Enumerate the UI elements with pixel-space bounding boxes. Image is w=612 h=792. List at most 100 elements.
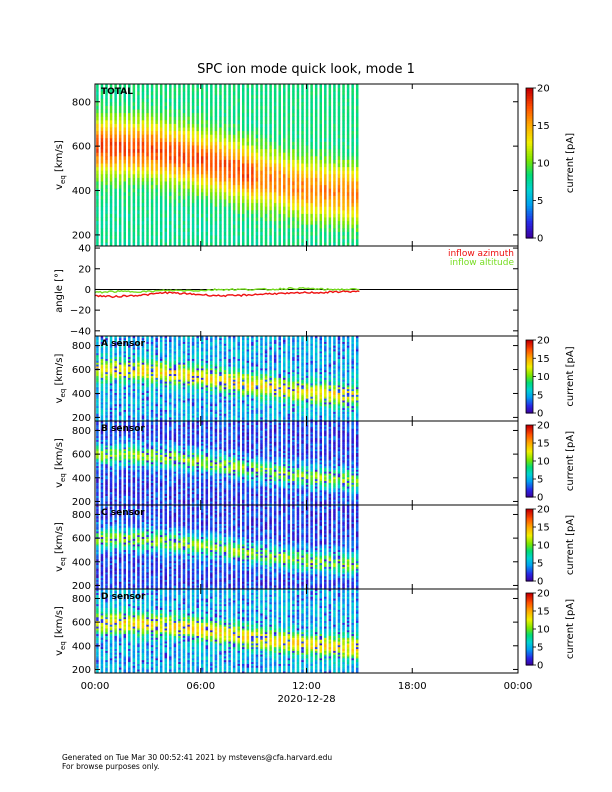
heatmap-cell [273,159,277,164]
heatmap-cell [301,188,304,193]
heatmap-cell [137,404,140,407]
heatmap-cell [118,345,122,348]
heatmap-cell [141,181,145,186]
heatmap-cell [223,373,227,376]
heatmap-cell [214,373,218,376]
heatmap-cell [150,148,154,153]
heatmap-cell [118,383,122,386]
heatmap-cell [109,358,113,361]
heatmap-cell [242,145,245,150]
heatmap-cell [169,347,172,350]
heatmap-cell [223,130,227,135]
heatmap-cell [100,202,104,207]
heatmap-cell [292,210,295,214]
heatmap-cell [319,156,322,160]
heatmap-cell [128,184,131,189]
heatmap-cell [150,217,154,222]
heatmap-cell [100,409,104,412]
heatmap-cell [96,364,99,367]
heatmap-cell [155,192,158,196]
heatmap-cell [105,170,108,175]
heatmap-cell [155,388,158,392]
heatmap-cell [123,184,126,189]
heatmap-cell [105,130,108,135]
heatmap-cell [255,202,259,207]
heatmap-cell [100,235,104,240]
heatmap-cell [351,127,354,132]
heatmap-cell [232,370,236,373]
heatmap-cell [251,370,254,373]
heatmap-cell [118,377,122,380]
heatmap-cell [273,409,277,412]
heatmap-cell [278,148,281,153]
heatmap-cell [137,370,140,373]
heatmap-cell [287,159,291,164]
heatmap-cell [128,84,131,88]
heatmap-cell [96,224,99,229]
heatmap-cell [109,366,113,369]
heatmap-cell [159,381,163,384]
heatmap-cell [251,409,254,412]
heatmap-cell [187,404,190,407]
heatmap-cell [205,231,209,236]
heatmap-cell [273,379,277,382]
heatmap-cell [324,231,327,236]
heatmap-cell [150,347,154,350]
heatmap-cell [146,166,149,171]
heatmap-cell [292,351,295,354]
heatmap-cell [246,385,250,388]
heatmap-cell [296,368,300,371]
heatmap-cell [242,138,245,142]
heatmap-cell [228,343,231,346]
heatmap-cell [246,127,250,132]
heatmap-cell [164,411,168,414]
heatmap-cell [355,130,359,135]
heatmap-cell [228,116,231,121]
heatmap-cell [114,402,117,405]
heatmap-cell [123,353,126,356]
heatmap-cell [346,94,350,99]
heatmap-cell [251,130,254,135]
heatmap-cell [305,91,309,96]
heatmap-cell [283,199,286,204]
heatmap-cell [319,163,322,168]
heatmap-cell [237,210,240,214]
heatmap-cell [255,419,259,422]
heatmap-cell [319,120,322,124]
heatmap-cell [141,411,145,414]
heatmap-cell [314,159,318,164]
heatmap-cell [319,385,322,388]
heatmap-cell [146,339,149,342]
heatmap-cell [191,141,195,146]
heatmap-cell [296,385,300,388]
heatmap-cell [187,354,190,358]
heatmap-cell [324,112,327,117]
heatmap-cell [132,242,136,247]
heatmap-cell [159,123,163,128]
heatmap-cell [191,381,195,384]
heatmap-cell [228,387,231,390]
heatmap-cell [287,364,291,367]
heatmap-cell [169,411,172,414]
heatmap-cell [296,235,300,240]
heatmap-cell [242,202,245,207]
heatmap-cell [109,385,113,388]
heatmap-cell [310,91,313,96]
heatmap-cell [287,356,291,359]
heatmap-cell [105,409,108,412]
heatmap-cell [178,94,181,99]
heatmap-cell [228,177,231,182]
heatmap-cell [287,109,291,114]
heatmap-cell [287,102,291,106]
heatmap-cell [132,224,136,229]
heatmap-cell [164,381,168,384]
heatmap-cell [232,411,236,414]
heatmap-cell [196,210,199,214]
colorbar-cell [526,118,533,122]
heatmap-cell [114,345,117,348]
heatmap-cell [319,375,322,378]
colorbar-cell [526,113,533,117]
heatmap-cell [118,404,122,407]
colorbar-cell [526,215,533,219]
